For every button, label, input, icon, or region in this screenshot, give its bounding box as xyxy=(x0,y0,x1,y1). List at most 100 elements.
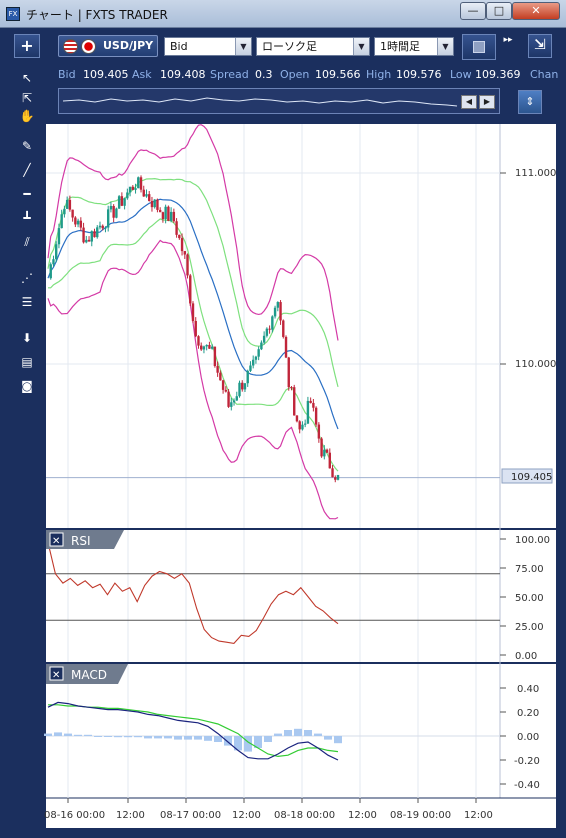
fibonacci-icon[interactable]: ☰ xyxy=(21,295,33,309)
overview-navigator[interactable]: ◀ ▶ xyxy=(58,88,500,114)
time-tick-label: 12:00 xyxy=(116,810,145,821)
chart-type-dropdown[interactable]: ローソク足 ▼ xyxy=(256,37,370,56)
candle xyxy=(265,328,269,336)
macd-header: ✕ MACD xyxy=(46,664,128,684)
rsi-line xyxy=(47,542,339,644)
vertical-line-icon[interactable]: ┻ xyxy=(23,211,31,225)
list-icon[interactable]: ▤ xyxy=(21,355,33,369)
maximize-button[interactable]: □ xyxy=(486,2,512,20)
candle xyxy=(117,196,121,209)
jp-flag-icon xyxy=(81,39,96,54)
low-value: 109.369 xyxy=(475,68,521,81)
autoscale-button[interactable]: ⇕ xyxy=(518,90,542,114)
rsi-close-button[interactable] xyxy=(49,532,64,547)
horizontal-line-icon[interactable]: ━ xyxy=(23,187,31,201)
candle xyxy=(112,205,115,218)
candle xyxy=(172,211,176,222)
pointer-icon[interactable]: ↖ xyxy=(21,71,33,85)
chevron-down-icon[interactable]: ▼ xyxy=(353,38,369,55)
add-chart-button[interactable]: + xyxy=(14,34,40,58)
candle xyxy=(175,221,178,235)
price-type-dropdown[interactable]: Bid ▼ xyxy=(164,37,252,56)
candle xyxy=(98,225,102,228)
high-value: 109.576 xyxy=(396,68,442,81)
candle xyxy=(298,421,301,430)
close-icon[interactable]: ✕ xyxy=(52,536,60,547)
timeframe-dropdown[interactable]: 1時間足 ▼ xyxy=(374,37,454,56)
crosshair-pointer-icon[interactable]: ⇱ xyxy=(21,91,33,105)
download-icon[interactable]: ⬇ xyxy=(21,331,33,345)
trend-line-icon[interactable]: ╱ xyxy=(23,163,31,177)
toolbar-scroll-button[interactable]: ▸▸ xyxy=(503,35,513,45)
rsi-tick-label: 50.00 xyxy=(515,593,544,604)
candle xyxy=(82,227,85,243)
macd-signal-line xyxy=(48,704,339,758)
candle xyxy=(210,346,214,349)
chevron-down-icon[interactable]: ▼ xyxy=(235,38,251,55)
camera-icon[interactable]: ◙ xyxy=(21,379,33,393)
candle xyxy=(79,220,83,228)
popout-button[interactable]: ⇲ xyxy=(528,34,552,58)
time-tick-label: 12:00 xyxy=(232,810,261,821)
candle xyxy=(271,316,274,330)
macd-histogram-bar xyxy=(324,736,332,740)
time-axis[interactable] xyxy=(46,798,556,828)
chevron-down-icon[interactable]: ▼ xyxy=(437,38,453,55)
close-icon[interactable]: ✕ xyxy=(52,670,60,681)
candle xyxy=(126,192,129,199)
title-bar[interactable]: FX チャート | FXTS TRADER — □ ✕ xyxy=(0,0,566,28)
candle xyxy=(216,366,219,373)
high-label: High xyxy=(366,68,392,81)
symbol-selector[interactable]: USD/JPY xyxy=(58,35,158,57)
close-button[interactable]: ✕ xyxy=(512,2,560,20)
candle xyxy=(284,336,288,358)
time-tick-label: 08-16 00:00 xyxy=(44,810,105,821)
macd-plot-area[interactable] xyxy=(46,664,500,798)
fan-line-icon[interactable]: ⋰ xyxy=(21,271,33,285)
macd-histogram-bar xyxy=(64,733,72,736)
ask-value: 109.408 xyxy=(160,68,206,81)
candle xyxy=(131,186,135,190)
candle xyxy=(227,391,230,407)
hand-icon[interactable]: ✋ xyxy=(19,109,35,123)
candle xyxy=(189,275,192,304)
time-tick-label: 12:00 xyxy=(464,810,493,821)
rsi-plot-area[interactable] xyxy=(46,530,500,662)
candle xyxy=(63,208,66,215)
candle xyxy=(243,383,247,390)
candle xyxy=(251,359,255,366)
minimize-button[interactable]: — xyxy=(460,2,486,20)
candle xyxy=(134,188,137,190)
macd-histogram-bar xyxy=(74,734,82,736)
macd-histogram-bar xyxy=(294,728,302,736)
bollinger-inner-lower xyxy=(48,218,339,472)
ask-label: Ask xyxy=(132,68,152,81)
overview-left-button[interactable]: ◀ xyxy=(461,95,477,109)
price-axis[interactable] xyxy=(500,124,556,528)
candle xyxy=(123,198,126,206)
channel-line-icon[interactable]: ⫽ xyxy=(24,235,30,249)
candle xyxy=(183,251,186,255)
rsi-axis[interactable] xyxy=(500,530,556,662)
layout-button[interactable] xyxy=(462,34,496,60)
candle xyxy=(109,205,113,210)
macd-axis[interactable] xyxy=(500,664,556,798)
candle xyxy=(260,342,263,350)
macd-tick-label: 0.00 xyxy=(517,732,539,743)
candle xyxy=(323,449,326,457)
candle xyxy=(336,475,340,480)
macd-close-button[interactable] xyxy=(49,666,64,681)
macd-tick-label: -0.20 xyxy=(514,756,540,767)
candle xyxy=(197,336,200,346)
pencil-icon[interactable]: ✎ xyxy=(21,139,33,153)
candle xyxy=(325,449,329,453)
candle xyxy=(254,356,258,360)
price-type-value: Bid xyxy=(170,40,188,53)
overview-right-button[interactable]: ▶ xyxy=(479,95,495,109)
macd-tick-label: -0.40 xyxy=(514,780,540,791)
candle xyxy=(208,344,211,349)
macd-histogram-bar xyxy=(334,736,342,744)
macd-histogram-bar xyxy=(174,736,182,740)
candle xyxy=(65,199,69,209)
